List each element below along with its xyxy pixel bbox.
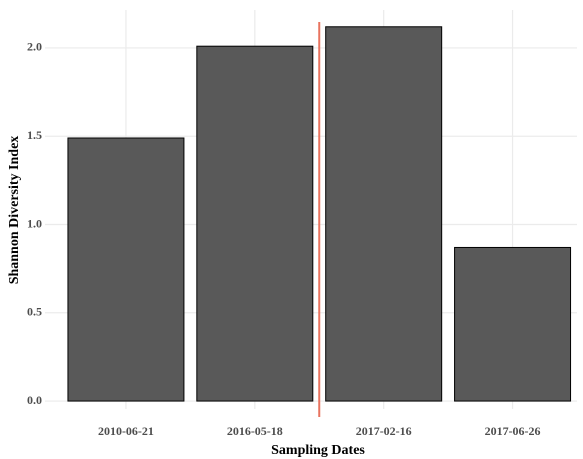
x-tick-label: 2010-06-21 (98, 424, 154, 438)
bar (67, 137, 185, 402)
y-tick-label: 1.5 (27, 128, 42, 142)
bar (454, 246, 572, 402)
x-axis-title: Sampling Dates (271, 443, 365, 458)
y-tick-label: 2.0 (27, 40, 42, 54)
y-tick-label: 0.0 (27, 393, 42, 407)
bar (325, 26, 443, 402)
y-tick-label: 1.0 (27, 216, 42, 230)
x-tick-label: 2017-06-26 (485, 424, 541, 438)
x-tick-label: 2017-02-16 (356, 424, 412, 438)
bar (196, 45, 314, 402)
y-axis-title: Shannon Diversity Index (7, 136, 22, 285)
y-tick-label: 0.5 (27, 305, 42, 319)
x-tick-label: 2016-05-18 (227, 424, 283, 438)
